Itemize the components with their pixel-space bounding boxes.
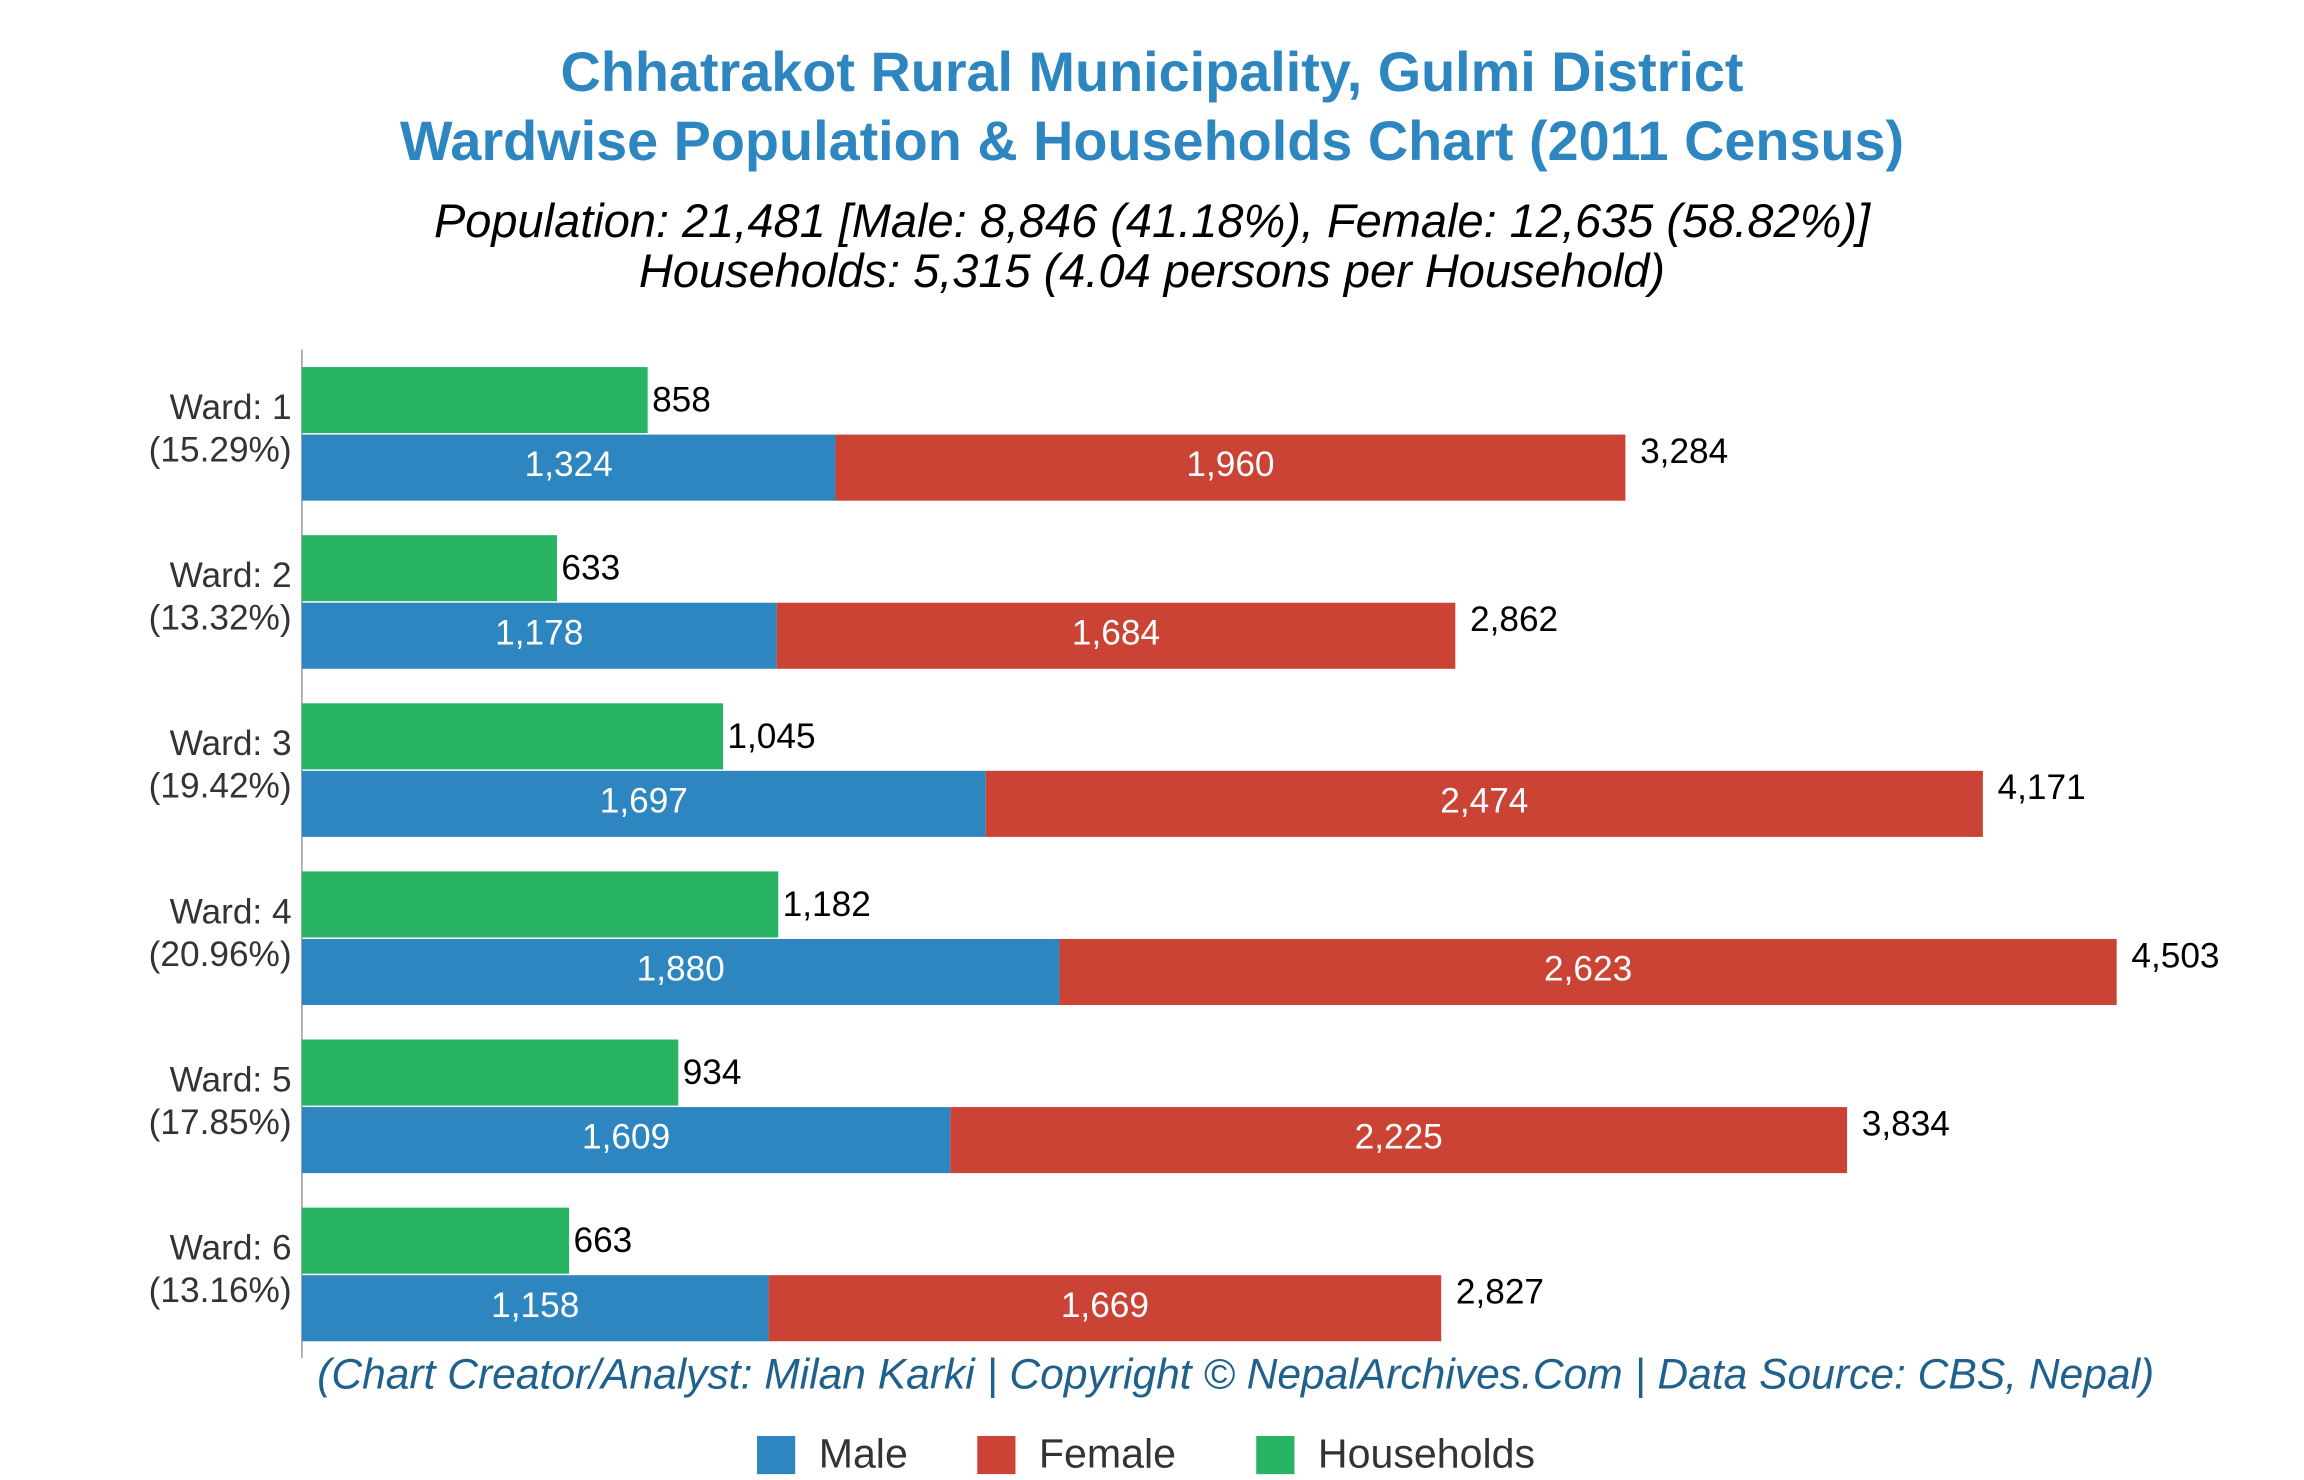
y-tick-label: Ward: 5: [170, 1060, 292, 1099]
y-tick-label: (19.42%): [149, 767, 292, 806]
total-label: 4,171: [1998, 768, 2086, 807]
bar: [835, 434, 1626, 501]
data-label: 1,182: [783, 885, 871, 924]
y-tick-label: Ward: 3: [170, 724, 292, 763]
y-tick-label: (13.16%): [149, 1271, 292, 1310]
data-label: 1,880: [637, 950, 725, 989]
bar: [301, 535, 557, 602]
data-label: 1,158: [491, 1286, 579, 1325]
data-label: 1,669: [1061, 1286, 1149, 1325]
legend-swatch: [977, 1435, 1016, 1475]
bar: [1059, 938, 2117, 1006]
data-label: 1,684: [1072, 613, 1160, 652]
bar: [301, 1275, 769, 1342]
bar: [301, 1207, 570, 1274]
y-tick-label: (17.85%): [149, 1103, 292, 1142]
bar: [776, 602, 1456, 669]
chart-subtitle: Households: 5,315 (4.04 persons per Hous…: [639, 244, 1665, 297]
bar: [301, 871, 779, 938]
data-label: 633: [561, 549, 620, 588]
y-tick-label: Ward: 4: [170, 892, 292, 931]
data-label: 934: [683, 1053, 742, 1092]
total-label: 2,862: [1470, 600, 1558, 639]
data-label: 1,960: [1186, 445, 1274, 484]
y-tick-label: (13.32%): [149, 599, 292, 638]
legend-label: Female: [1039, 1430, 1176, 1476]
bar: [301, 938, 1060, 1006]
data-label: 858: [652, 381, 711, 420]
legend-label: Households: [1318, 1430, 1535, 1476]
bar: [301, 770, 986, 837]
data-label: 1,178: [495, 613, 583, 652]
data-label: 1,697: [600, 781, 688, 820]
bar: [301, 1107, 951, 1174]
data-label: 1,045: [727, 717, 815, 756]
bar: [301, 367, 648, 434]
footer: (Chart Creator/Analyst: Milan Karki | Co…: [317, 1350, 2154, 1398]
data-label: 2,225: [1355, 1118, 1443, 1157]
bar: [768, 1275, 1442, 1342]
bar: [301, 602, 777, 669]
bar: [950, 1107, 1848, 1174]
data-label: 663: [573, 1221, 632, 1260]
total-label: 3,834: [1862, 1104, 1950, 1143]
chart-title: Chhatrakot Rural Municipality, Gulmi Dis…: [561, 40, 1744, 103]
y-tick-label: (20.96%): [149, 935, 292, 974]
data-label: 1,609: [582, 1118, 670, 1157]
total-label: 4,503: [2131, 936, 2219, 975]
total-label: 2,827: [1456, 1273, 1544, 1312]
total-label: 3,284: [1640, 432, 1728, 471]
legend-swatch: [1256, 1435, 1295, 1475]
chart-subtitle: Population: 21,481 [Male: 8,846 (41.18%)…: [434, 194, 1871, 247]
data-label: 2,623: [1544, 950, 1632, 989]
bar: [985, 770, 1983, 837]
bar: [301, 434, 836, 501]
data-label: 1,324: [525, 445, 613, 484]
legend-label: Male: [819, 1430, 908, 1476]
y-tick-label: Ward: 6: [170, 1229, 292, 1268]
y-tick-label: Ward: 1: [170, 388, 292, 427]
y-tick-label: Ward: 2: [170, 556, 292, 595]
chart-title: Wardwise Population & Households Chart (…: [400, 109, 1904, 172]
legend-swatch: [757, 1435, 796, 1475]
bar: [301, 703, 724, 770]
data-label: 2,474: [1440, 781, 1528, 820]
y-tick-label: (15.29%): [149, 431, 292, 470]
bar: [301, 1039, 679, 1106]
